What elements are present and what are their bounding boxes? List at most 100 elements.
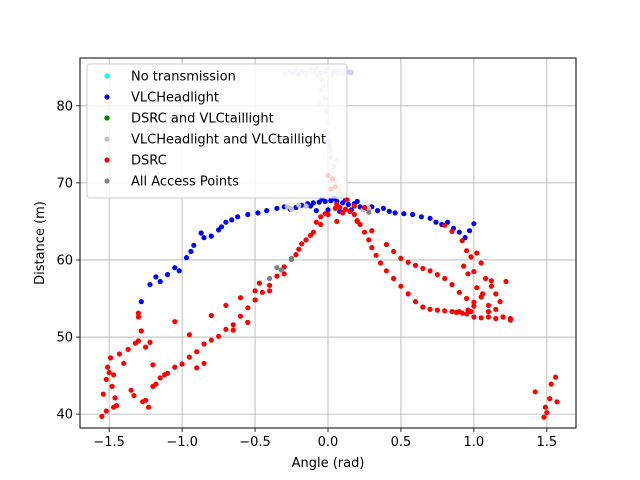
point-vlcheadlight — [427, 215, 433, 221]
point-dsrc — [223, 302, 229, 308]
point-dsrc — [391, 275, 397, 282]
point-dsrc — [478, 315, 484, 321]
point-dsrc — [471, 268, 477, 275]
point-dsrc — [412, 299, 419, 305]
point-dsrc — [503, 278, 509, 285]
point-dsrc — [507, 315, 513, 322]
point-vlcheadlight — [191, 242, 197, 248]
point-dsrc — [237, 295, 244, 301]
x-tick-label: 1.0 — [464, 435, 485, 450]
point-dsrc — [153, 381, 159, 387]
point-dsrc — [347, 208, 353, 214]
y-tick-label: 40 — [56, 408, 73, 423]
point-dsrc — [427, 306, 433, 312]
point-dsrc — [383, 241, 389, 248]
point-dsrc — [500, 314, 506, 320]
point-dsrc — [100, 391, 106, 397]
point-dsrc — [471, 303, 477, 309]
point-dsrc — [157, 375, 163, 381]
legend-label: No transmission — [131, 70, 236, 85]
point-dsrc — [172, 319, 178, 325]
point-vlcheadlight — [401, 211, 407, 217]
point-dsrc — [164, 370, 171, 376]
y-tick-label: 60 — [56, 253, 73, 268]
point-vlcheadlight — [410, 211, 416, 218]
point-vlcheadlight — [418, 214, 424, 220]
point-dsrc — [201, 360, 207, 366]
point-dsrc — [186, 354, 192, 360]
point-dsrc — [351, 211, 357, 218]
point-dsrc — [125, 346, 131, 352]
point-dsrc — [442, 275, 448, 282]
point-dsrc — [259, 289, 265, 295]
point-dsrc — [485, 309, 492, 315]
point-dsrc — [456, 309, 462, 315]
point-dsrc — [354, 218, 360, 224]
point-dsrc — [544, 410, 550, 416]
point-dsrc — [172, 364, 178, 370]
point-dsrc — [369, 245, 375, 251]
point-dsrc — [361, 204, 368, 211]
point-dsrc — [150, 362, 156, 368]
point-dsrc — [112, 395, 118, 401]
point-dsrc — [143, 397, 149, 403]
point-vlcheadlight — [138, 299, 144, 305]
point-dsrc — [245, 305, 251, 311]
point-dsrc — [474, 250, 480, 256]
legend-box — [86, 63, 348, 199]
point-dsrc — [449, 228, 455, 234]
point-vlcheadlight — [466, 228, 473, 234]
point-dsrc — [465, 307, 471, 313]
point-dsrc — [138, 328, 144, 334]
point-dsrc — [420, 265, 426, 271]
y-tick-label: 50 — [56, 331, 73, 346]
point-dsrc — [131, 393, 137, 399]
point-vlcheadlight — [147, 282, 153, 288]
point-vlcheadlight — [255, 210, 261, 216]
point-vlcheadlight — [274, 205, 280, 211]
point-dsrc — [478, 260, 484, 266]
point-dsrc — [245, 319, 251, 325]
point-vlcheadlight — [198, 230, 204, 236]
point-dsrc — [116, 351, 122, 357]
point-dsrc — [103, 376, 109, 382]
point-dsrc — [322, 211, 328, 217]
point-vlcheadlight-and-vlctaillight — [296, 202, 302, 208]
legend-marker — [104, 178, 110, 184]
point-vlcheadlight — [345, 201, 351, 208]
point-dsrc — [369, 228, 375, 234]
point-dsrc — [99, 413, 105, 419]
point-dsrc — [548, 381, 554, 387]
point-dsrc — [405, 259, 411, 265]
point-dsrc — [237, 313, 244, 319]
point-vlcheadlight — [392, 210, 398, 216]
point-all-access-points — [267, 275, 273, 282]
point-dsrc — [459, 238, 465, 244]
point-dsrc — [434, 272, 440, 278]
point-vlcheadlight — [375, 208, 381, 214]
point-dsrc — [383, 268, 389, 274]
point-dsrc — [135, 310, 141, 316]
point-dsrc — [194, 365, 200, 371]
point-dsrc — [412, 262, 419, 268]
x-tick-label: 0.0 — [318, 435, 339, 450]
point-dsrc — [483, 275, 489, 282]
point-dsrc — [541, 414, 547, 420]
point-vlcheadlight — [176, 268, 182, 274]
point-dsrc — [442, 308, 448, 314]
point-dsrc — [493, 306, 499, 312]
point-dsrc — [391, 248, 397, 255]
point-all-access-points — [278, 267, 284, 273]
point-all-access-points — [288, 255, 295, 261]
point-vlcheadlight — [313, 208, 319, 214]
point-dsrc — [344, 197, 350, 203]
point-dsrc — [103, 408, 109, 414]
legend-label: All Access Points — [131, 175, 239, 190]
legend-label: VLCHeadlight — [131, 91, 219, 106]
point-dsrc — [554, 399, 560, 405]
point-dsrc — [281, 271, 287, 277]
point-dsrc — [256, 280, 262, 286]
legend-label: DSRC — [131, 154, 167, 169]
point-vlcheadlight — [208, 233, 214, 239]
